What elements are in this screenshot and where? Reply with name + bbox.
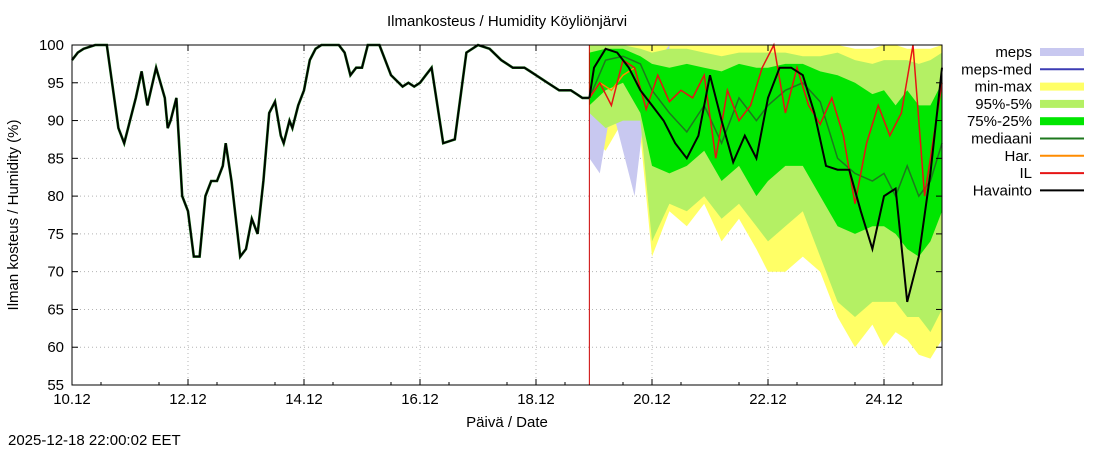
axis-ticks: 55 60 65 70 75 80 85 90 95 100 10.12 12.12 14.12 16.1… <box>39 37 942 408</box>
y-tick-label: 70 <box>47 264 64 281</box>
x-tick-label: 24.12 <box>865 391 903 408</box>
legend-label-meps_med: meps-med <box>961 61 1032 78</box>
havainto-line-shadow <box>70 43 590 260</box>
havainto-line <box>71 44 590 259</box>
x-tick-label: 12.12 <box>169 391 207 408</box>
legend-label-har: Har. <box>1004 148 1032 165</box>
p75-25-band <box>589 48 942 257</box>
legend-swatch-p95_5 <box>1040 99 1084 108</box>
legend-label-min_max: min-max <box>974 79 1032 96</box>
legend-label-p95_5: 95%-5% <box>975 96 1032 113</box>
x-tick-label: 16.12 <box>401 391 439 408</box>
x-tick-label: 22.12 <box>749 391 787 408</box>
y-tick-label: 85 <box>47 150 64 167</box>
x-tick-label: 20.12 <box>633 391 671 408</box>
y-tick-label: 90 <box>47 113 64 130</box>
legend-label-p75_25: 75%-25% <box>967 113 1032 130</box>
chart-title: Ilmankosteus / Humidity Köyliönjärvi <box>387 13 627 30</box>
forecast-bands <box>589 45 942 359</box>
havainto-forecast-line <box>588 47 943 303</box>
y-tick-label: 80 <box>47 188 64 205</box>
x-tick-label: 18.12 <box>517 391 555 408</box>
legend-swatch-p75_25 <box>1040 117 1084 126</box>
il-line <box>588 42 943 204</box>
y-tick-label: 55 <box>47 377 64 394</box>
y-tick-label: 60 <box>47 339 64 356</box>
y-tick-label: 65 <box>47 301 64 318</box>
legend-label-havainto: Havainto <box>973 182 1032 199</box>
legend-swatch-min_max <box>1040 82 1084 91</box>
legend-swatch-meps <box>1040 48 1084 56</box>
y-axis-title: Ilman kosteus / Humidity (%) <box>5 120 22 311</box>
y-tick-label: 100 <box>39 37 64 54</box>
x-tick-label: 10.12 <box>53 391 91 408</box>
y-tick-label: 75 <box>47 226 64 243</box>
legend-label-meps: meps <box>995 44 1032 61</box>
x-tick-label: 14.12 <box>285 391 323 408</box>
legend-label-mediaani: mediaani <box>971 131 1032 148</box>
legend-label-il: IL <box>1019 165 1032 182</box>
series-lines <box>70 42 943 385</box>
mediaani-line <box>588 55 943 198</box>
x-axis-title: Päivä / Date <box>466 414 548 431</box>
legend: mepsmeps-medmin-max95%-5%75%-25%mediaani… <box>961 44 1084 199</box>
y-tick-label: 95 <box>47 75 64 92</box>
timestamp: 2025-12-18 22:00:02 EET <box>8 432 181 449</box>
